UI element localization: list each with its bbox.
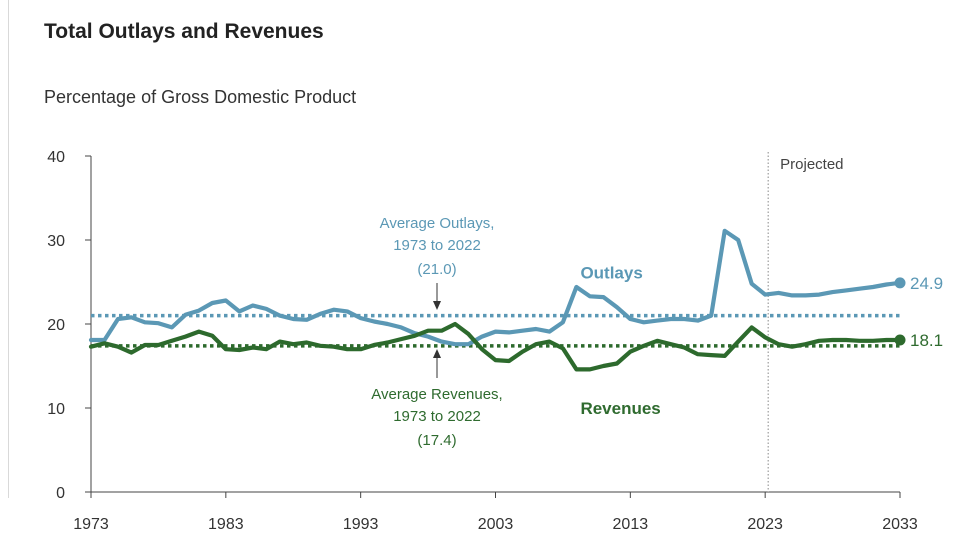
average-outlays-annotation: (21.0) [417,261,456,278]
y-tick-label: 0 [56,485,65,502]
y-tick-label: 40 [47,149,65,166]
average-revenues-arrowhead [433,349,441,358]
average-revenues-annotation: Average Revenues, [371,386,502,403]
y-tick-label: 30 [47,233,65,250]
left-frame-rule [8,0,9,498]
revenues-end-value: 18.1 [910,331,943,350]
y-tick-label: 10 [47,401,65,418]
outlays-line [88,228,903,347]
average-outlays-annotation: 1973 to 2022 [393,237,481,254]
outlays-series-label: Outlays [580,264,642,283]
x-tick-label: 1993 [343,516,379,533]
average-lines [91,313,900,348]
projected-label: Projected [780,156,843,173]
x-tick-label: 2033 [882,516,918,533]
x-tick-label: 2023 [747,516,783,533]
axes: 0 10 20 30 40 1973 1983 1993 2003 2013 2023 2033 [47,149,918,533]
average-outlays-arrowhead [433,301,441,310]
revenues-series-label: Revenues [580,399,660,418]
revenues-end-marker [894,334,906,346]
chart-title: Total Outlays and Revenues [44,20,324,43]
revenues-line [88,321,903,372]
chart-subtitle: Percentage of Gross Domestic Product [44,87,357,107]
average-outlays-annotation: Average Outlays, [380,215,495,232]
x-tick-label: 1983 [208,516,244,533]
average-revenues-annotation: 1973 to 2022 [393,408,481,425]
chart-labels: Projected 24.9 18.1 Outlays Revenues Average … [371,156,943,449]
series-lines [88,228,906,372]
outlays-end-value: 24.9 [910,274,943,293]
x-tick-label: 2013 [613,516,649,533]
x-tick-label: 2003 [478,516,514,533]
x-tick-label: 1973 [73,516,109,533]
outlays-end-marker [894,277,906,289]
y-tick-label: 20 [47,317,65,334]
average-revenues-annotation: (17.4) [417,432,456,449]
